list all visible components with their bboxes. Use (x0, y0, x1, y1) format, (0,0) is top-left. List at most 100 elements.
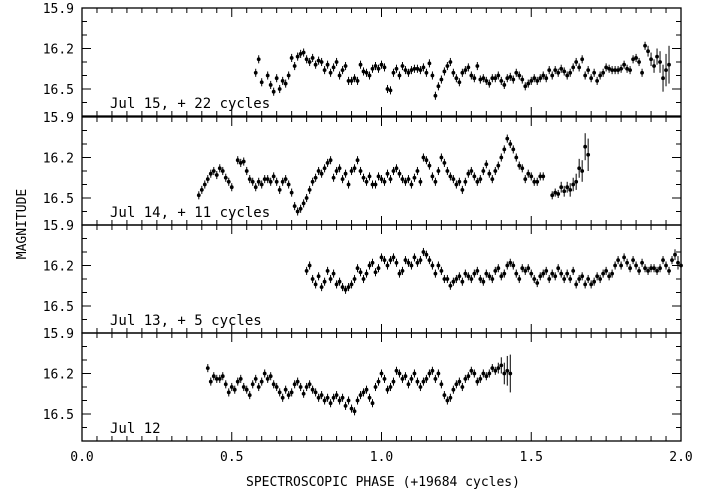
data-point (301, 50, 306, 55)
data-point (448, 283, 453, 288)
data-point (559, 185, 564, 190)
data-point (622, 62, 626, 67)
data-point (577, 65, 582, 70)
data-point (379, 255, 384, 260)
data-point (595, 274, 600, 279)
data-point (652, 266, 656, 271)
data-point (499, 155, 504, 160)
data-point (550, 193, 555, 198)
data-point (385, 263, 390, 268)
data-point (466, 65, 471, 70)
data-point (223, 382, 228, 387)
data-point (238, 161, 243, 165)
data-point (271, 174, 276, 179)
data-point (349, 79, 354, 83)
data-point (508, 74, 513, 79)
data-point (226, 390, 231, 395)
data-point (358, 270, 363, 275)
data-point (313, 62, 318, 67)
data-point (427, 258, 432, 262)
data-point (334, 169, 339, 173)
data-point (439, 155, 444, 160)
data-point (409, 263, 414, 268)
data-point (499, 79, 504, 83)
data-point (538, 76, 543, 81)
data-point (556, 70, 561, 75)
data-point (298, 206, 303, 211)
data-point (334, 393, 339, 397)
data-point (457, 379, 462, 384)
data-point (658, 266, 662, 271)
data-point (403, 179, 408, 184)
panel-1: 15.9 16.2 16.5 Jul 15, + 22 cycles (43, 2, 682, 117)
data-point (319, 171, 324, 176)
data-point (469, 368, 474, 373)
data-point (481, 371, 486, 376)
data-point (331, 175, 336, 180)
data-point (367, 174, 372, 179)
data-point (409, 377, 414, 381)
data-point (658, 60, 662, 64)
data-point (352, 76, 357, 81)
data-point (520, 266, 525, 271)
data-point (361, 175, 366, 180)
data-point (334, 282, 339, 287)
data-point (352, 277, 357, 281)
data-point (589, 76, 594, 81)
data-point (301, 391, 306, 396)
data-point (664, 263, 668, 268)
data-point (571, 182, 576, 187)
data-point (400, 177, 405, 182)
data-point (409, 182, 414, 187)
data-point (217, 377, 222, 381)
data-point (352, 166, 357, 171)
data-point (277, 390, 282, 395)
data-point (370, 182, 375, 187)
data-point (415, 66, 420, 71)
data-point (421, 65, 426, 70)
data-point (373, 385, 378, 389)
data-point (274, 385, 279, 389)
data-point (496, 73, 501, 78)
data-point (559, 271, 564, 276)
data-point (487, 274, 492, 279)
data-point (352, 409, 357, 414)
data-point (373, 64, 378, 68)
data-point (442, 161, 447, 165)
data-point (511, 147, 516, 152)
data-point (424, 377, 429, 381)
data-point (436, 371, 441, 376)
data-point (460, 385, 465, 389)
data-point (277, 188, 282, 192)
data-point (439, 382, 444, 387)
panel-2: 15.9 16.2 16.5 Jul 14, + 11 cycles (43, 111, 682, 226)
data-point (589, 282, 594, 287)
data-point (403, 374, 408, 379)
data-point (514, 70, 519, 75)
data-point (436, 84, 441, 89)
data-point (493, 269, 498, 273)
data-point (574, 179, 579, 184)
data-point (526, 171, 531, 176)
data-point (388, 258, 393, 262)
data-point (442, 393, 447, 397)
data-point (298, 52, 303, 56)
data-point (457, 179, 462, 184)
data-point (226, 179, 231, 184)
data-point (529, 79, 534, 83)
data-point (229, 185, 234, 190)
data-point (385, 87, 390, 91)
data-point (601, 70, 606, 75)
data-point (358, 393, 363, 397)
data-point (295, 379, 300, 384)
data-point (259, 182, 264, 187)
data-point (421, 155, 426, 160)
data-point (532, 179, 537, 184)
data-point (265, 177, 270, 182)
data-point (625, 260, 629, 265)
y-tick-label: 16.2 (43, 368, 74, 383)
data-point (262, 177, 267, 182)
data-point (517, 277, 522, 281)
data-point (448, 174, 453, 179)
